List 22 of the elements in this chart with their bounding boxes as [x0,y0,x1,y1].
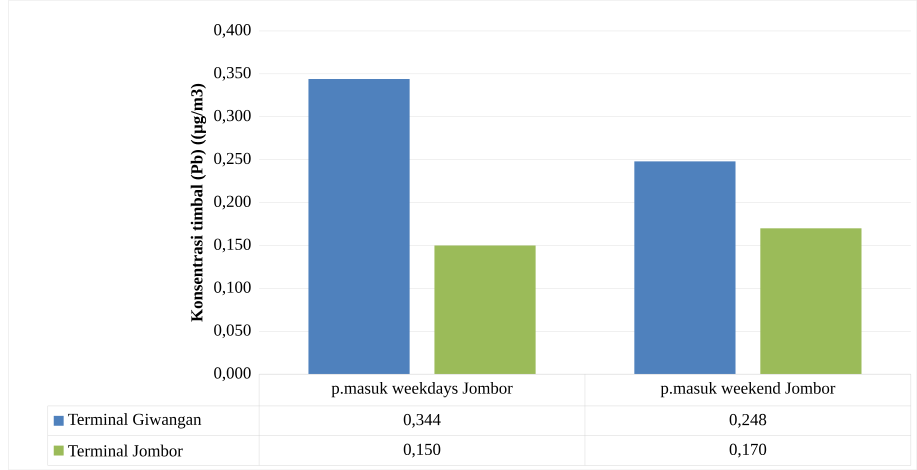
y-tick-label: 0,100 [214,281,251,296]
y-tick-label: 0,250 [214,152,251,166]
bar [760,228,862,374]
data-label: 0,248 [730,414,766,428]
x-tick-label: p.masuk weekdays Jombor [332,382,513,398]
bar [308,78,410,374]
legend-label: Terminal Giwangan [68,413,202,428]
y-tick-label: 0,300 [214,110,251,124]
bar [634,161,736,374]
y-tick-label: 0,350 [214,66,251,81]
y-tick-label: 0,200 [214,196,251,210]
y-tick-label: 0,050 [214,324,251,338]
y-tick-label: 0,400 [214,24,251,38]
legend-label: Terminal Jombor [68,444,183,456]
y-tick-label: 0,150 [214,238,251,252]
bar [434,245,536,374]
y-axis-title: Konsentrasi timbal (Pb) ((µg/m3) [190,84,206,322]
data-label: 0,344 [404,414,441,428]
x-tick-label: p.masuk weekend Jombor [660,382,836,398]
y-tick-label: 0,000 [214,367,251,382]
data-label: 0,150 [404,444,440,458]
data-label: 0,170 [730,444,766,458]
